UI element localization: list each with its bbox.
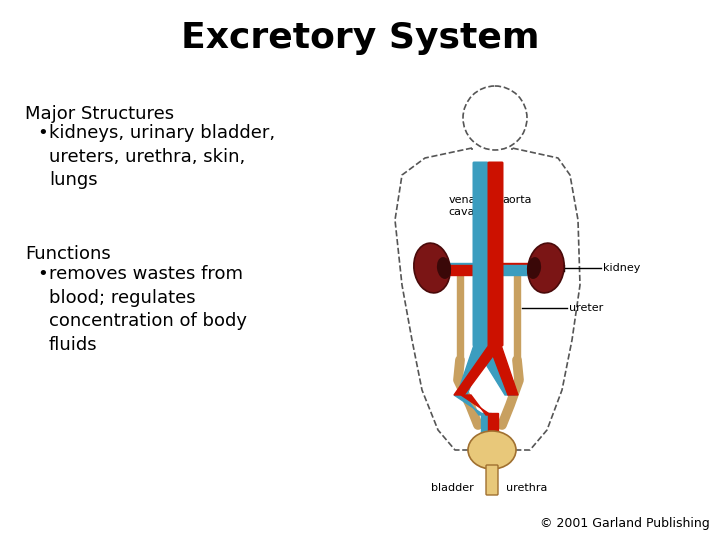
Text: Functions: Functions <box>25 245 111 263</box>
Ellipse shape <box>468 431 516 469</box>
Text: © 2001 Garland Publishing: © 2001 Garland Publishing <box>540 517 710 530</box>
Text: •: • <box>37 124 48 142</box>
Polygon shape <box>481 413 491 435</box>
Ellipse shape <box>528 243 564 293</box>
Text: aorta: aorta <box>503 195 532 205</box>
Text: bladder: bladder <box>431 483 473 493</box>
Text: ureter: ureter <box>569 303 603 313</box>
Polygon shape <box>461 395 491 415</box>
Text: •: • <box>37 265 48 283</box>
Text: removes wastes from
blood; regulates
concentration of body
fluids: removes wastes from blood; regulates con… <box>49 265 247 354</box>
Ellipse shape <box>527 257 541 279</box>
FancyBboxPatch shape <box>487 161 503 347</box>
Polygon shape <box>445 265 489 275</box>
FancyBboxPatch shape <box>472 161 488 347</box>
Text: urethra: urethra <box>506 483 548 493</box>
Polygon shape <box>488 413 498 435</box>
Text: Excretory System: Excretory System <box>181 21 539 55</box>
Polygon shape <box>457 270 463 360</box>
Polygon shape <box>474 345 515 395</box>
Text: kidneys, urinary bladder,
ureters, urethra, skin,
lungs: kidneys, urinary bladder, ureters, ureth… <box>49 124 275 189</box>
Polygon shape <box>501 263 533 273</box>
Text: kidney: kidney <box>603 263 640 273</box>
Polygon shape <box>486 265 533 275</box>
FancyBboxPatch shape <box>486 465 498 495</box>
Polygon shape <box>457 345 486 395</box>
Ellipse shape <box>437 257 451 279</box>
Polygon shape <box>445 263 474 273</box>
Text: Major Structures: Major Structures <box>25 105 174 123</box>
Ellipse shape <box>414 243 450 293</box>
Polygon shape <box>454 345 501 395</box>
Polygon shape <box>489 345 518 395</box>
Text: vena
cava: vena cava <box>449 195 476 217</box>
Polygon shape <box>454 395 484 415</box>
Polygon shape <box>514 270 520 360</box>
